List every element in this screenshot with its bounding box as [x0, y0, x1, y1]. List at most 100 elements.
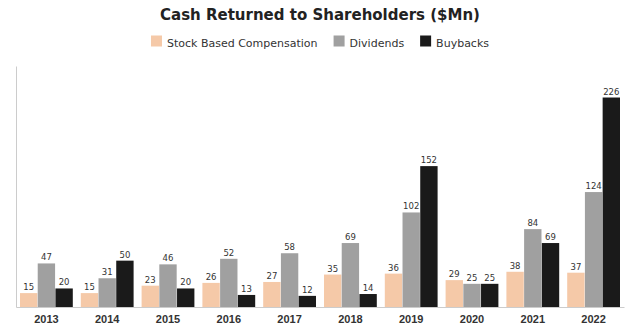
x-tick-label: 2017 [277, 313, 301, 325]
data-label: 37 [570, 262, 581, 272]
x-axis-line [17, 307, 625, 308]
bar [55, 288, 72, 307]
data-label: 102 [403, 201, 419, 211]
legend: Stock Based Compensation Dividends Buyback… [151, 36, 489, 51]
data-label: 25 [467, 273, 478, 283]
legend-swatch [334, 36, 345, 47]
bar [585, 192, 602, 307]
data-label: 152 [421, 155, 437, 165]
legend-label: Dividends [350, 37, 405, 50]
data-label: 47 [41, 252, 52, 262]
data-label: 69 [345, 232, 356, 242]
legend-swatch [420, 36, 431, 47]
legend-item: Buybacks [420, 36, 489, 51]
data-label: 31 [102, 267, 113, 277]
bars [20, 98, 620, 307]
data-label: 14 [363, 283, 374, 293]
x-tick-label: 2013 [34, 313, 58, 325]
x-tick: 2016 [217, 313, 241, 325]
x-tick-label: 2021 [521, 313, 545, 325]
bar [238, 295, 255, 307]
data-labels: 15 15 23 26 27 35 36 29 38 37 47 31 46 52 58 69 102 25 84 1… [23, 87, 619, 295]
bar [446, 280, 463, 307]
legend-label: Buybacks [436, 37, 489, 50]
bar [463, 284, 480, 307]
data-label: 46 [163, 253, 174, 263]
x-tick: 2013 [34, 313, 58, 325]
x-tick: 2019 [399, 313, 423, 325]
data-label: 13 [241, 284, 252, 294]
legend-label: Stock Based Compensation [167, 37, 318, 50]
bar [20, 293, 37, 307]
bar [142, 286, 159, 307]
x-tick: 2022 [581, 313, 605, 325]
bar [481, 284, 498, 307]
bar [603, 98, 620, 307]
bar [342, 243, 359, 307]
bar [281, 253, 298, 307]
data-label-series: 20 50 20 13 12 14 152 25 69 226 [59, 87, 620, 295]
data-label: 23 [145, 275, 156, 285]
data-label: 36 [388, 263, 399, 273]
bar [263, 282, 280, 307]
bar [542, 243, 559, 307]
x-tick-label: 2020 [460, 313, 484, 325]
data-label: 35 [327, 264, 338, 274]
data-label: 20 [180, 277, 191, 287]
legend-item: Stock Based Compensation [151, 36, 318, 51]
y-axis [16, 67, 17, 308]
bar-series [38, 192, 603, 307]
data-label: 25 [484, 273, 495, 283]
x-axis: 2013 2014 2015 2016 2017 2018 2019 2020 2021 2022 [17, 308, 625, 325]
data-label: 38 [510, 261, 521, 271]
x-tick-label: 2022 [581, 313, 605, 325]
data-label: 52 [223, 248, 234, 258]
bar [38, 263, 55, 307]
legend-item: Dividends [334, 36, 405, 51]
bar [202, 283, 219, 307]
x-tick: 2020 [460, 313, 484, 325]
bar [99, 278, 116, 307]
data-label: 27 [266, 271, 277, 281]
bar [385, 274, 402, 307]
x-tick-label: 2018 [338, 313, 362, 325]
bar [403, 212, 420, 307]
x-tick: 2017 [277, 313, 301, 325]
bar [420, 166, 437, 307]
y-axis-line [16, 67, 17, 308]
data-label: 15 [23, 282, 34, 292]
title: Cash Returned to Shareholders ($Mn) [160, 6, 480, 24]
bar [81, 293, 98, 307]
bar [506, 272, 523, 307]
bar [220, 259, 237, 307]
bar [524, 229, 541, 307]
data-label: 226 [603, 87, 619, 97]
x-tick-label: 2016 [217, 313, 241, 325]
chart: Cash Returned to Shareholders ($Mn) Stock… [0, 0, 640, 335]
data-label-series: 47 31 46 52 58 69 102 25 84 124 [41, 181, 602, 283]
plot: 15 15 23 26 27 35 36 29 38 37 47 31 46 52 58 69 102 25 84 1… [17, 67, 625, 325]
bar [324, 275, 341, 307]
data-label: 29 [449, 269, 460, 279]
data-label: 12 [302, 285, 313, 295]
data-label: 20 [59, 277, 70, 287]
x-tick: 2014 [95, 313, 120, 325]
x-tick-label: 2014 [95, 313, 120, 325]
data-label: 26 [206, 272, 217, 282]
x-tick: 2015 [156, 313, 180, 325]
data-label: 84 [527, 218, 538, 228]
data-label: 69 [545, 232, 556, 242]
x-tick: 2021 [521, 313, 545, 325]
x-tick: 2018 [338, 313, 362, 325]
bar [359, 294, 376, 307]
data-label: 50 [120, 250, 131, 260]
legend-swatch [151, 36, 162, 47]
bar [177, 288, 194, 307]
bar [299, 296, 316, 307]
x-tick-label: 2019 [399, 313, 423, 325]
bar [567, 273, 584, 307]
data-label: 15 [84, 282, 95, 292]
data-label: 58 [284, 242, 295, 252]
data-label: 124 [585, 181, 601, 191]
bar [159, 264, 176, 307]
